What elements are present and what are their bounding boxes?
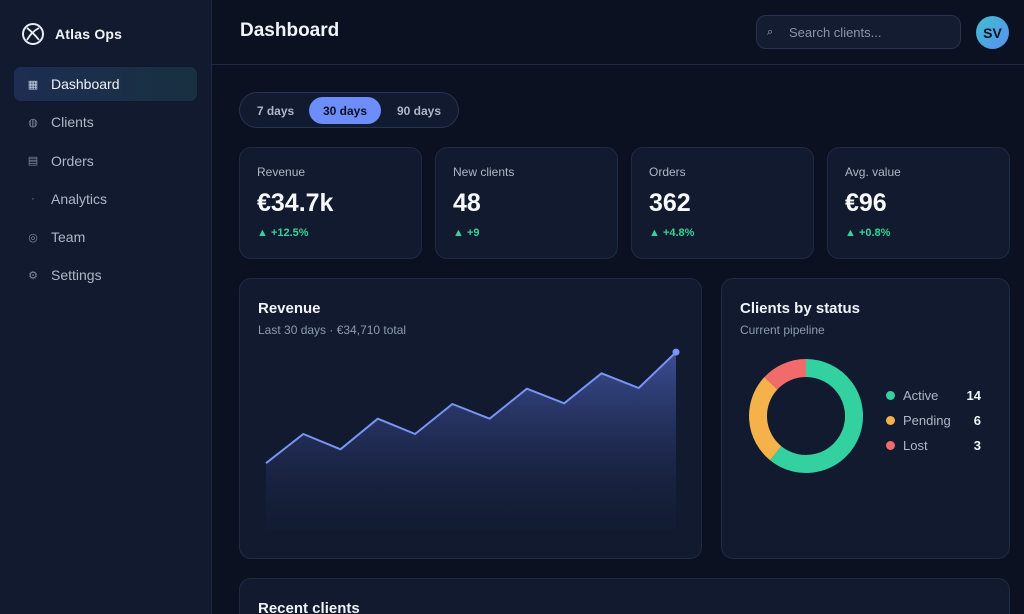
kpi-value: 48 xyxy=(453,189,481,217)
sidebar-item-label: Orders xyxy=(51,152,94,169)
panel-subtitle: Current pipeline xyxy=(740,323,825,337)
revenue-point xyxy=(672,348,680,356)
sidebar-item-label: Team xyxy=(51,229,86,246)
sidebar-item-dashboard[interactable]: ▦ Dashboard xyxy=(14,67,197,101)
avatar[interactable]: SV xyxy=(976,16,1009,49)
panel-title: Recent clients xyxy=(258,600,360,614)
sidebar-item-label: Settings xyxy=(51,267,102,284)
kpi-delta: ▲ +4.8% xyxy=(649,227,695,239)
tab-90-days[interactable]: 90 days xyxy=(396,103,442,118)
users-icon: ◍ xyxy=(28,116,38,129)
sidebar-item-settings[interactable]: ⚙ Settings xyxy=(14,258,197,292)
donut-legend: Active 14 Pending 6 Lost 3 xyxy=(886,383,1006,458)
sidebar-item-team[interactable]: ◎ Team xyxy=(14,220,197,254)
atlas-logo-icon xyxy=(22,23,44,45)
sidebar-item-label: Clients xyxy=(51,114,94,131)
panel-subtitle: Last 30 days · €34,710 total xyxy=(258,323,407,337)
sidebar: Atlas Ops ▦ Dashboard ◍ Clients ▤ Orders · Anal… xyxy=(0,0,212,614)
legend-dot xyxy=(886,441,895,450)
legend-label: Lost xyxy=(903,438,928,453)
recent-clients-panel: Recent clients xyxy=(239,578,1010,614)
panel-title: Revenue xyxy=(258,300,321,317)
sidebar-item-analytics[interactable]: · Analytics xyxy=(14,182,197,216)
date-range-tabs: 7 days 30 days 90 days xyxy=(239,92,459,128)
sidebar-item-label: Analytics xyxy=(51,190,108,207)
tab-30-days[interactable]: 30 days xyxy=(309,97,381,124)
tab-7-days[interactable]: 7 days xyxy=(256,103,295,118)
kpi-value: 362 xyxy=(649,189,691,217)
kpi-card-orders: Orders 362 ▲ +4.8% xyxy=(631,147,814,259)
search-icon: ⌕ xyxy=(767,25,774,38)
sidebar-item-orders[interactable]: ▤ Orders xyxy=(14,144,197,178)
kpi-card-new-clients: New clients 48 ▲ +9 xyxy=(435,147,618,259)
top-header: Dashboard ⌕ SV xyxy=(212,0,1024,65)
donut-slice-lost xyxy=(764,359,807,390)
brand-name: Atlas Ops xyxy=(55,26,123,42)
sidebar-nav: ▦ Dashboard ◍ Clients ▤ Orders · Analytics ◎ Team… xyxy=(14,67,197,297)
kpi-value: €34.7k xyxy=(257,189,334,217)
legend-value: 3 xyxy=(973,438,981,453)
kpi-delta: ▲ +9 xyxy=(453,227,480,239)
sidebar-item-clients[interactable]: ◍ Clients xyxy=(14,105,197,139)
status-donut-chart xyxy=(749,359,863,473)
kpi-label: New clients xyxy=(453,165,515,179)
analytics-icon: · xyxy=(31,192,35,205)
kpi-card-avg-value: Avg. value €96 ▲ +0.8% xyxy=(827,147,1010,259)
kpi-value: €96 xyxy=(845,189,887,217)
kpi-delta: ▲ +12.5% xyxy=(257,227,309,239)
legend-dot xyxy=(886,391,895,400)
revenue-panel: Revenue Last 30 days · €34,710 total xyxy=(239,278,702,559)
legend-value: 6 xyxy=(973,413,981,428)
brand[interactable]: Atlas Ops xyxy=(21,22,122,46)
legend-label: Pending xyxy=(903,413,951,428)
team-icon: ◎ xyxy=(28,231,38,244)
grid-icon: ▦ xyxy=(27,78,39,91)
donut-slice-pending xyxy=(749,377,782,461)
page-title: Dashboard xyxy=(240,20,340,41)
kpi-delta: ▲ +0.8% xyxy=(845,227,891,239)
legend-item-lost: Lost 3 xyxy=(886,433,1006,458)
legend-item-pending: Pending 6 xyxy=(886,408,1006,433)
revenue-line xyxy=(265,351,677,464)
revenue-area-chart xyxy=(265,348,680,529)
kpi-label: Avg. value xyxy=(845,165,901,179)
gear-icon: ⚙ xyxy=(28,269,38,282)
clients-status-panel: Clients by status Current pipeline Activ… xyxy=(721,278,1010,559)
legend-item-active: Active 14 xyxy=(886,383,1006,408)
orders-icon: ▤ xyxy=(27,155,39,168)
kpi-label: Orders xyxy=(649,165,686,179)
legend-label: Active xyxy=(903,388,939,403)
sidebar-item-label: Dashboard xyxy=(51,76,120,92)
search-input[interactable] xyxy=(789,24,949,40)
legend-dot xyxy=(886,416,895,425)
search-box[interactable]: ⌕ xyxy=(756,15,961,49)
panel-title: Clients by status xyxy=(740,300,861,317)
legend-value: 14 xyxy=(966,388,981,403)
kpi-card-revenue: Revenue €34.7k ▲ +12.5% xyxy=(239,147,422,259)
kpi-label: Revenue xyxy=(257,165,306,179)
donut-slice-active xyxy=(770,359,863,473)
